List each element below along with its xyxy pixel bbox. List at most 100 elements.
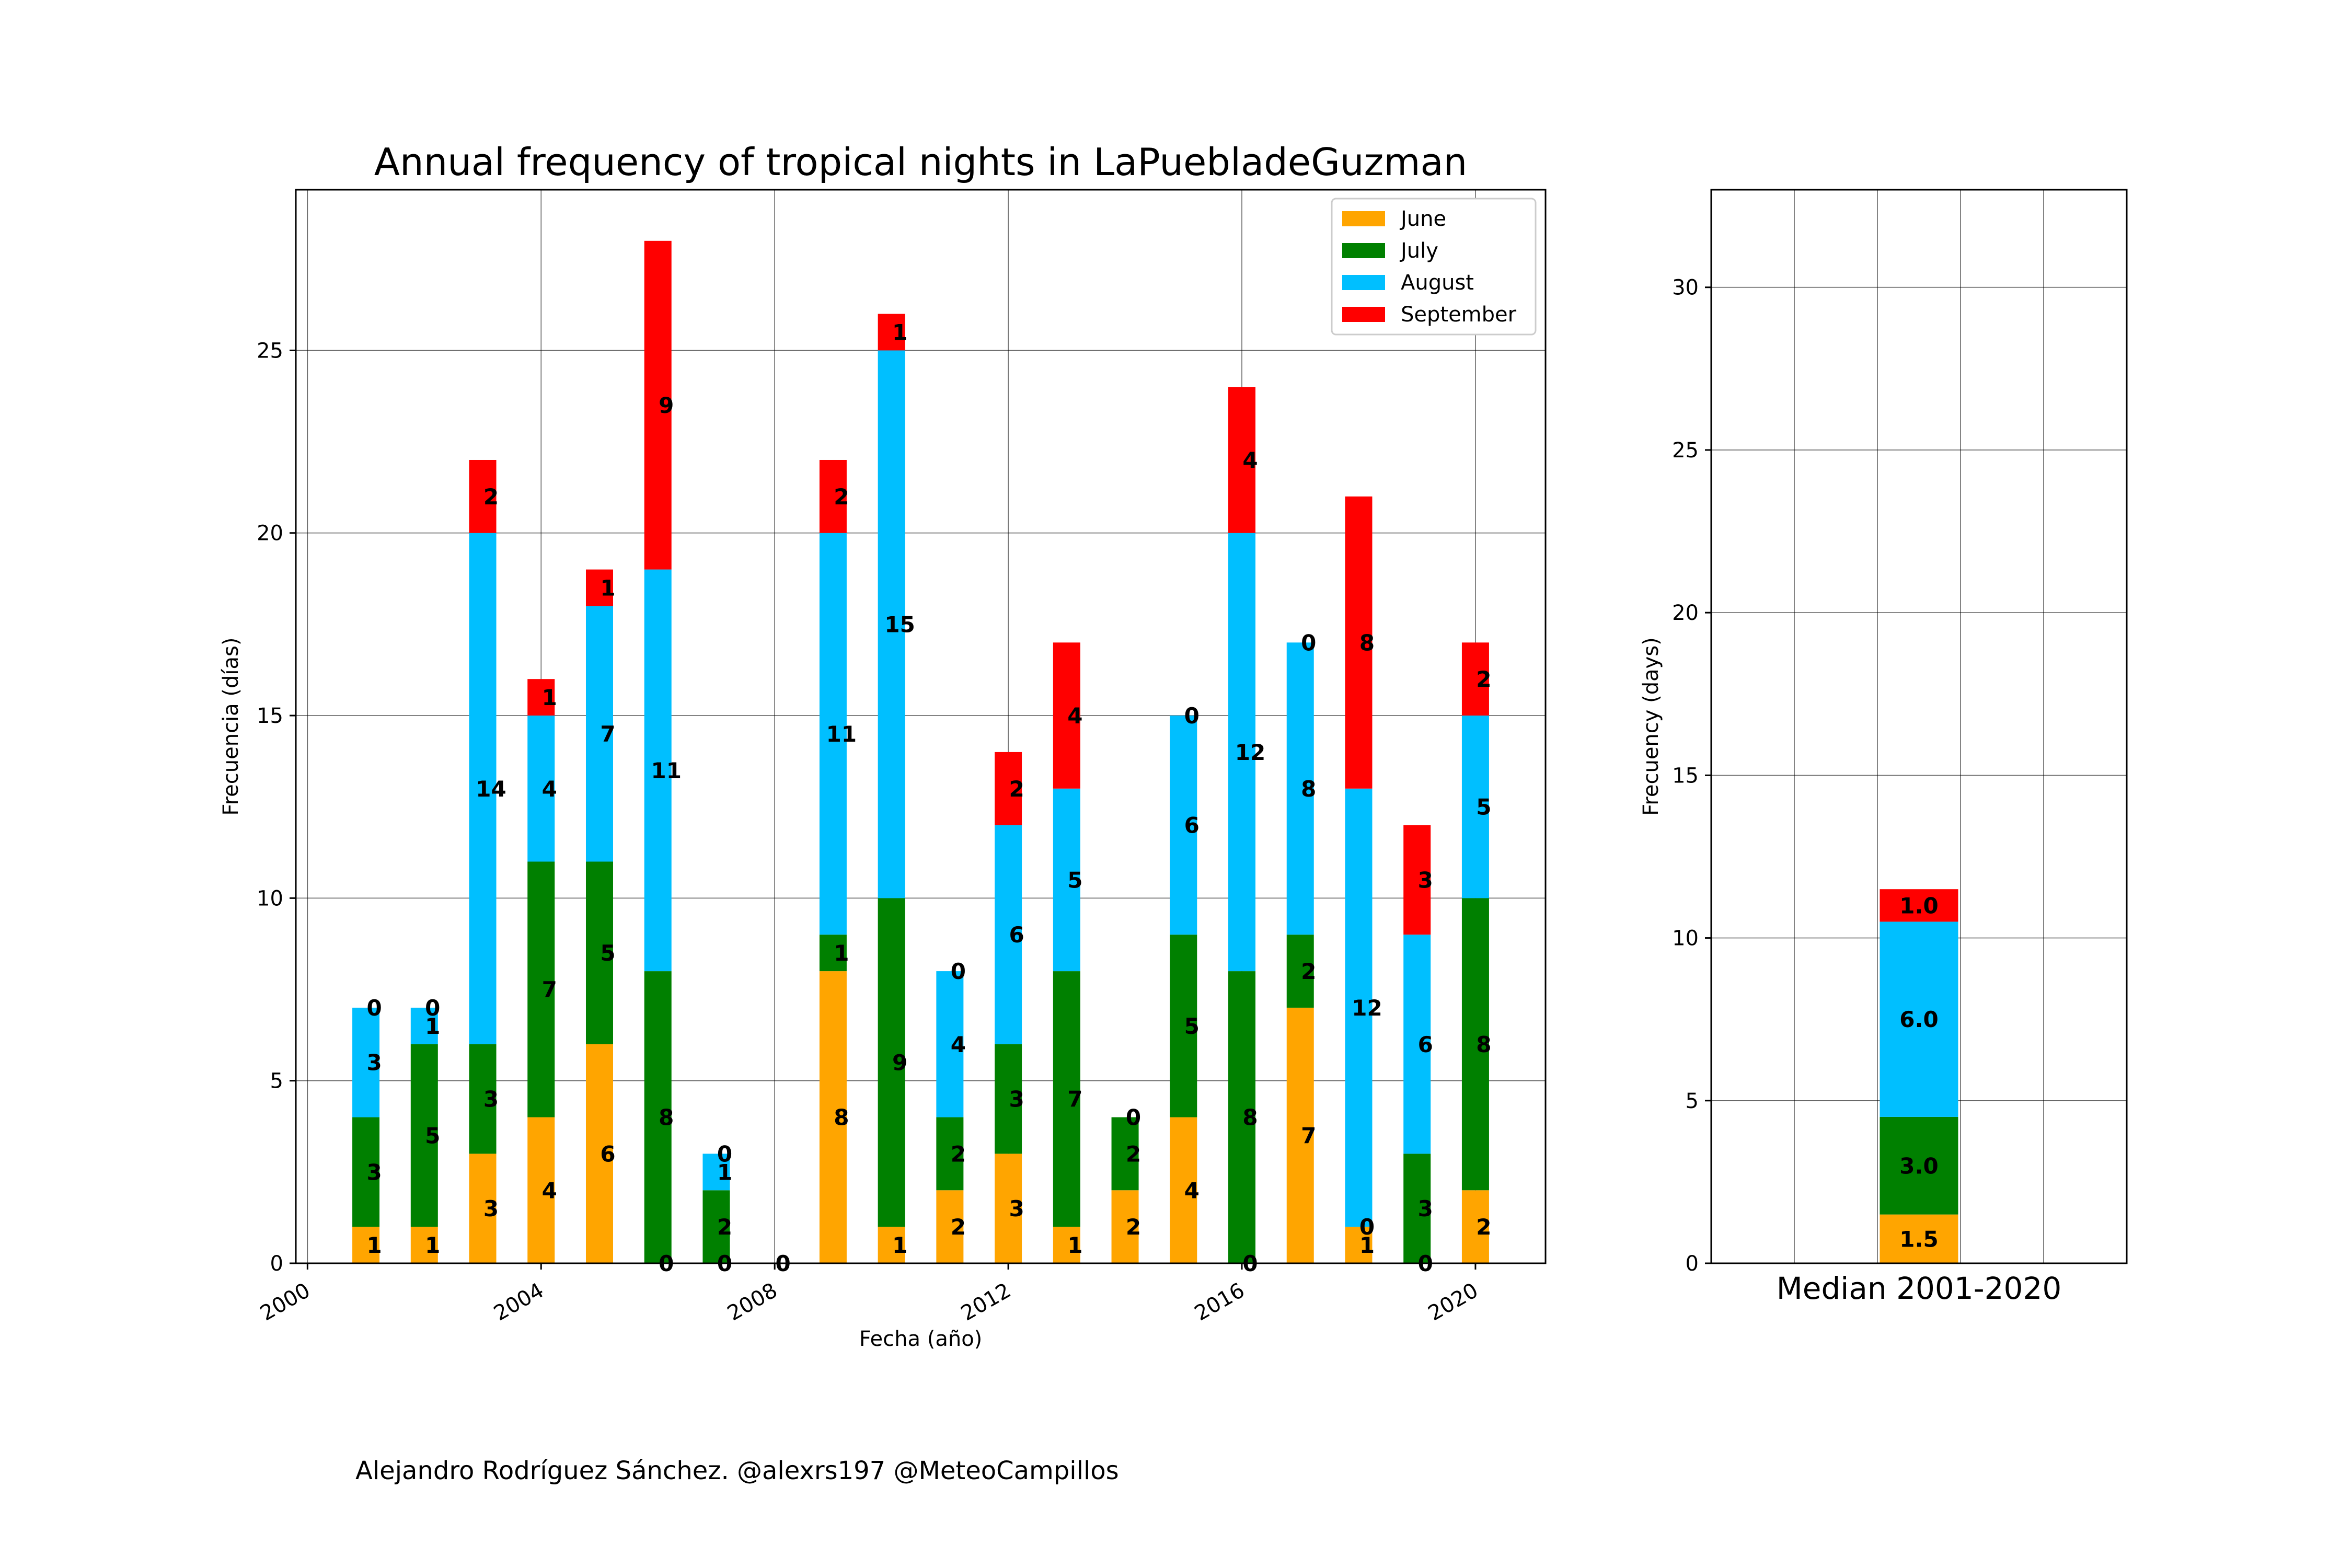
bar-segment-june <box>1345 1227 1373 1263</box>
data-label-september: 0 <box>366 995 382 1021</box>
bar-segment-september <box>1461 642 1489 716</box>
legend-swatch-september <box>1342 307 1385 322</box>
bar-segment-july <box>527 861 555 1117</box>
data-label-september: 2 <box>1009 776 1024 802</box>
bar-segment-july <box>1286 935 1314 1008</box>
x-tick-label: 2008 <box>723 1278 781 1326</box>
median-bar-segment-september <box>1880 889 1958 922</box>
data-label-june: 2 <box>1126 1214 1141 1240</box>
legend-label-june: June <box>1399 207 1446 231</box>
data-label-july: 2 <box>717 1214 732 1240</box>
data-label-august: 15 <box>884 612 915 637</box>
median-chart: 1.5 3.0 6.0 1.0 0 5 10 15 20 25 30 Median 2001-2020… <box>1639 189 2128 1306</box>
bar-segment-june <box>352 1227 380 1263</box>
y-tick-label: 10 <box>257 886 283 910</box>
data-label-august: 12 <box>1352 995 1382 1021</box>
data-label-july: 8 <box>1242 1105 1258 1131</box>
bar-segment-june <box>585 1044 613 1263</box>
median-plot-frame <box>1710 189 2128 1264</box>
median-label-august: 6.0 <box>1899 1007 1938 1032</box>
bar-segment-july <box>352 1117 380 1227</box>
bar-segment-july <box>1170 935 1197 1117</box>
data-label-september: 2 <box>834 484 849 510</box>
data-label-august: 7 <box>600 721 615 747</box>
data-label-september: 9 <box>659 393 674 418</box>
bar-segment-july <box>1461 898 1489 1191</box>
bar-segment-july <box>936 1117 964 1191</box>
data-label-june: 4 <box>1184 1178 1200 1203</box>
bar-segment-september <box>469 459 497 533</box>
bar-segment-september <box>995 752 1022 825</box>
data-label-july: 3 <box>366 1159 382 1185</box>
bar-segment-september <box>644 240 672 570</box>
y-tick-label: 0 <box>270 1252 283 1276</box>
bar-segment-july <box>878 898 905 1227</box>
x-tick-label: 2004 <box>490 1278 548 1326</box>
median-bar-segment-july <box>1880 1116 1958 1215</box>
bar-segment-august <box>644 569 672 972</box>
data-label-july: 8 <box>659 1105 674 1131</box>
bar-segment-june <box>1286 1007 1314 1263</box>
data-label-september: 3 <box>1418 867 1433 893</box>
data-label-august: 1 <box>717 1159 732 1185</box>
x-axis-label: Fecha (año) <box>859 1327 983 1351</box>
data-label-august: 0 <box>1126 1105 1141 1131</box>
data-label-july: 9 <box>892 1050 907 1076</box>
bar-segment-july <box>1053 971 1080 1227</box>
data-label-september: 1 <box>542 685 557 710</box>
bar-segment-august <box>1228 533 1256 972</box>
legend-label-july: July <box>1399 239 1438 263</box>
bar-segment-august <box>469 533 497 1044</box>
bar-segment-june <box>527 1117 555 1263</box>
data-label-june: 3 <box>1009 1196 1024 1221</box>
bar-segment-august <box>819 533 847 935</box>
bar-segment-september <box>1053 642 1080 789</box>
data-label-july: 5 <box>600 940 615 966</box>
bar-segment-august <box>1053 788 1080 972</box>
median-label-september: 1.0 <box>1899 893 1938 918</box>
chart-title: Annual frequency of tropical nights in L… <box>374 140 1467 184</box>
data-label-august: 12 <box>1235 740 1265 765</box>
bar-segment-august <box>702 1154 730 1191</box>
data-label-september: 0 <box>951 959 966 984</box>
bar-segment-june <box>995 1154 1022 1263</box>
bar-segment-july <box>410 1044 438 1227</box>
plot-frame <box>295 189 1547 1264</box>
data-label-august: 14 <box>476 776 506 802</box>
bar-segment-july <box>1228 971 1256 1263</box>
y-tick-label: 30 <box>1672 276 1699 300</box>
x-tick-label: 2020 <box>1424 1278 1482 1326</box>
data-label-july: 3 <box>483 1087 499 1112</box>
bar-segment-june <box>819 971 847 1263</box>
bar-segment-september <box>1228 387 1256 533</box>
median-y-axis-label: Frecuency (days) <box>1639 637 1663 816</box>
bar-segment-july <box>644 971 672 1263</box>
bar-segment-july <box>1403 1154 1431 1263</box>
bar-segment-june <box>878 1227 905 1263</box>
data-label-august: 4 <box>951 1032 966 1057</box>
bar-segment-september <box>1345 496 1373 789</box>
bar-segment-june <box>936 1190 964 1263</box>
bar-segment-september <box>1403 825 1431 935</box>
data-label-july: 2 <box>1126 1141 1141 1167</box>
bar-segment-june <box>1111 1190 1139 1263</box>
y-tick-label: 20 <box>257 522 283 546</box>
data-label-august: 1 <box>425 1013 440 1039</box>
data-label-august: 3 <box>366 1050 382 1076</box>
bar-segment-july <box>469 1044 497 1154</box>
data-label-august: 5 <box>1067 867 1082 893</box>
data-label-june: 1 <box>366 1232 382 1258</box>
data-label-september: 8 <box>1359 630 1375 655</box>
data-label-september: 4 <box>1067 703 1082 729</box>
data-label-september: 0 <box>1184 703 1200 729</box>
data-label-june: 1 <box>1359 1232 1375 1258</box>
bar-segment-june <box>469 1154 497 1263</box>
data-label-july: 3 <box>1009 1087 1024 1112</box>
bar-segment-july <box>1111 1117 1139 1191</box>
data-label-september: 0 <box>425 995 440 1021</box>
bar-segment-september <box>527 679 555 716</box>
data-label-june: 6 <box>600 1141 615 1167</box>
bar-segment-august <box>410 1007 438 1044</box>
bar-segment-september <box>878 314 905 351</box>
